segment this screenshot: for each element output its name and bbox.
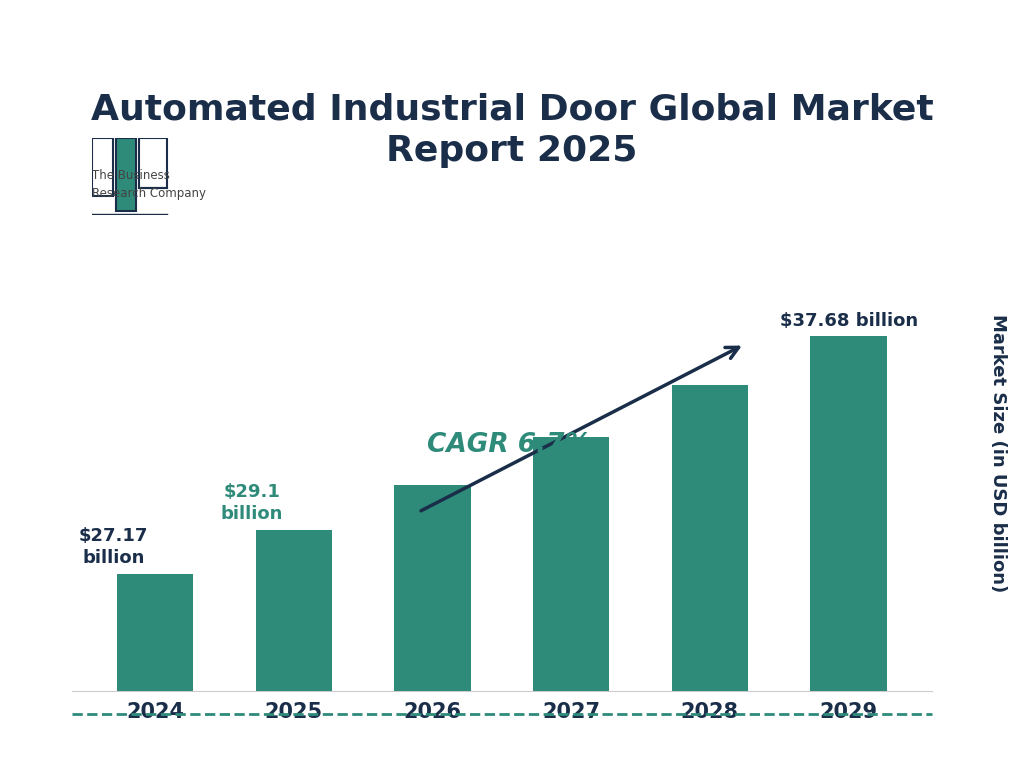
- Bar: [117, 574, 194, 768]
- Bar: [256, 530, 332, 768]
- Text: The Business
Research Company: The Business Research Company: [92, 169, 206, 200]
- FancyBboxPatch shape: [116, 138, 136, 211]
- Text: Automated Industrial Door Global Market
Report 2025: Automated Industrial Door Global Market …: [91, 92, 933, 168]
- Text: Market Size (in USD billion): Market Size (in USD billion): [989, 314, 1008, 592]
- Bar: [532, 437, 609, 768]
- Bar: [810, 336, 887, 768]
- Text: $37.68 billion: $37.68 billion: [779, 312, 918, 330]
- Text: $27.17
billion: $27.17 billion: [79, 527, 148, 568]
- Bar: [672, 385, 748, 768]
- Text: $29.1
billion: $29.1 billion: [221, 483, 284, 524]
- Bar: [394, 485, 471, 768]
- Text: CAGR 6.7%: CAGR 6.7%: [427, 432, 591, 458]
